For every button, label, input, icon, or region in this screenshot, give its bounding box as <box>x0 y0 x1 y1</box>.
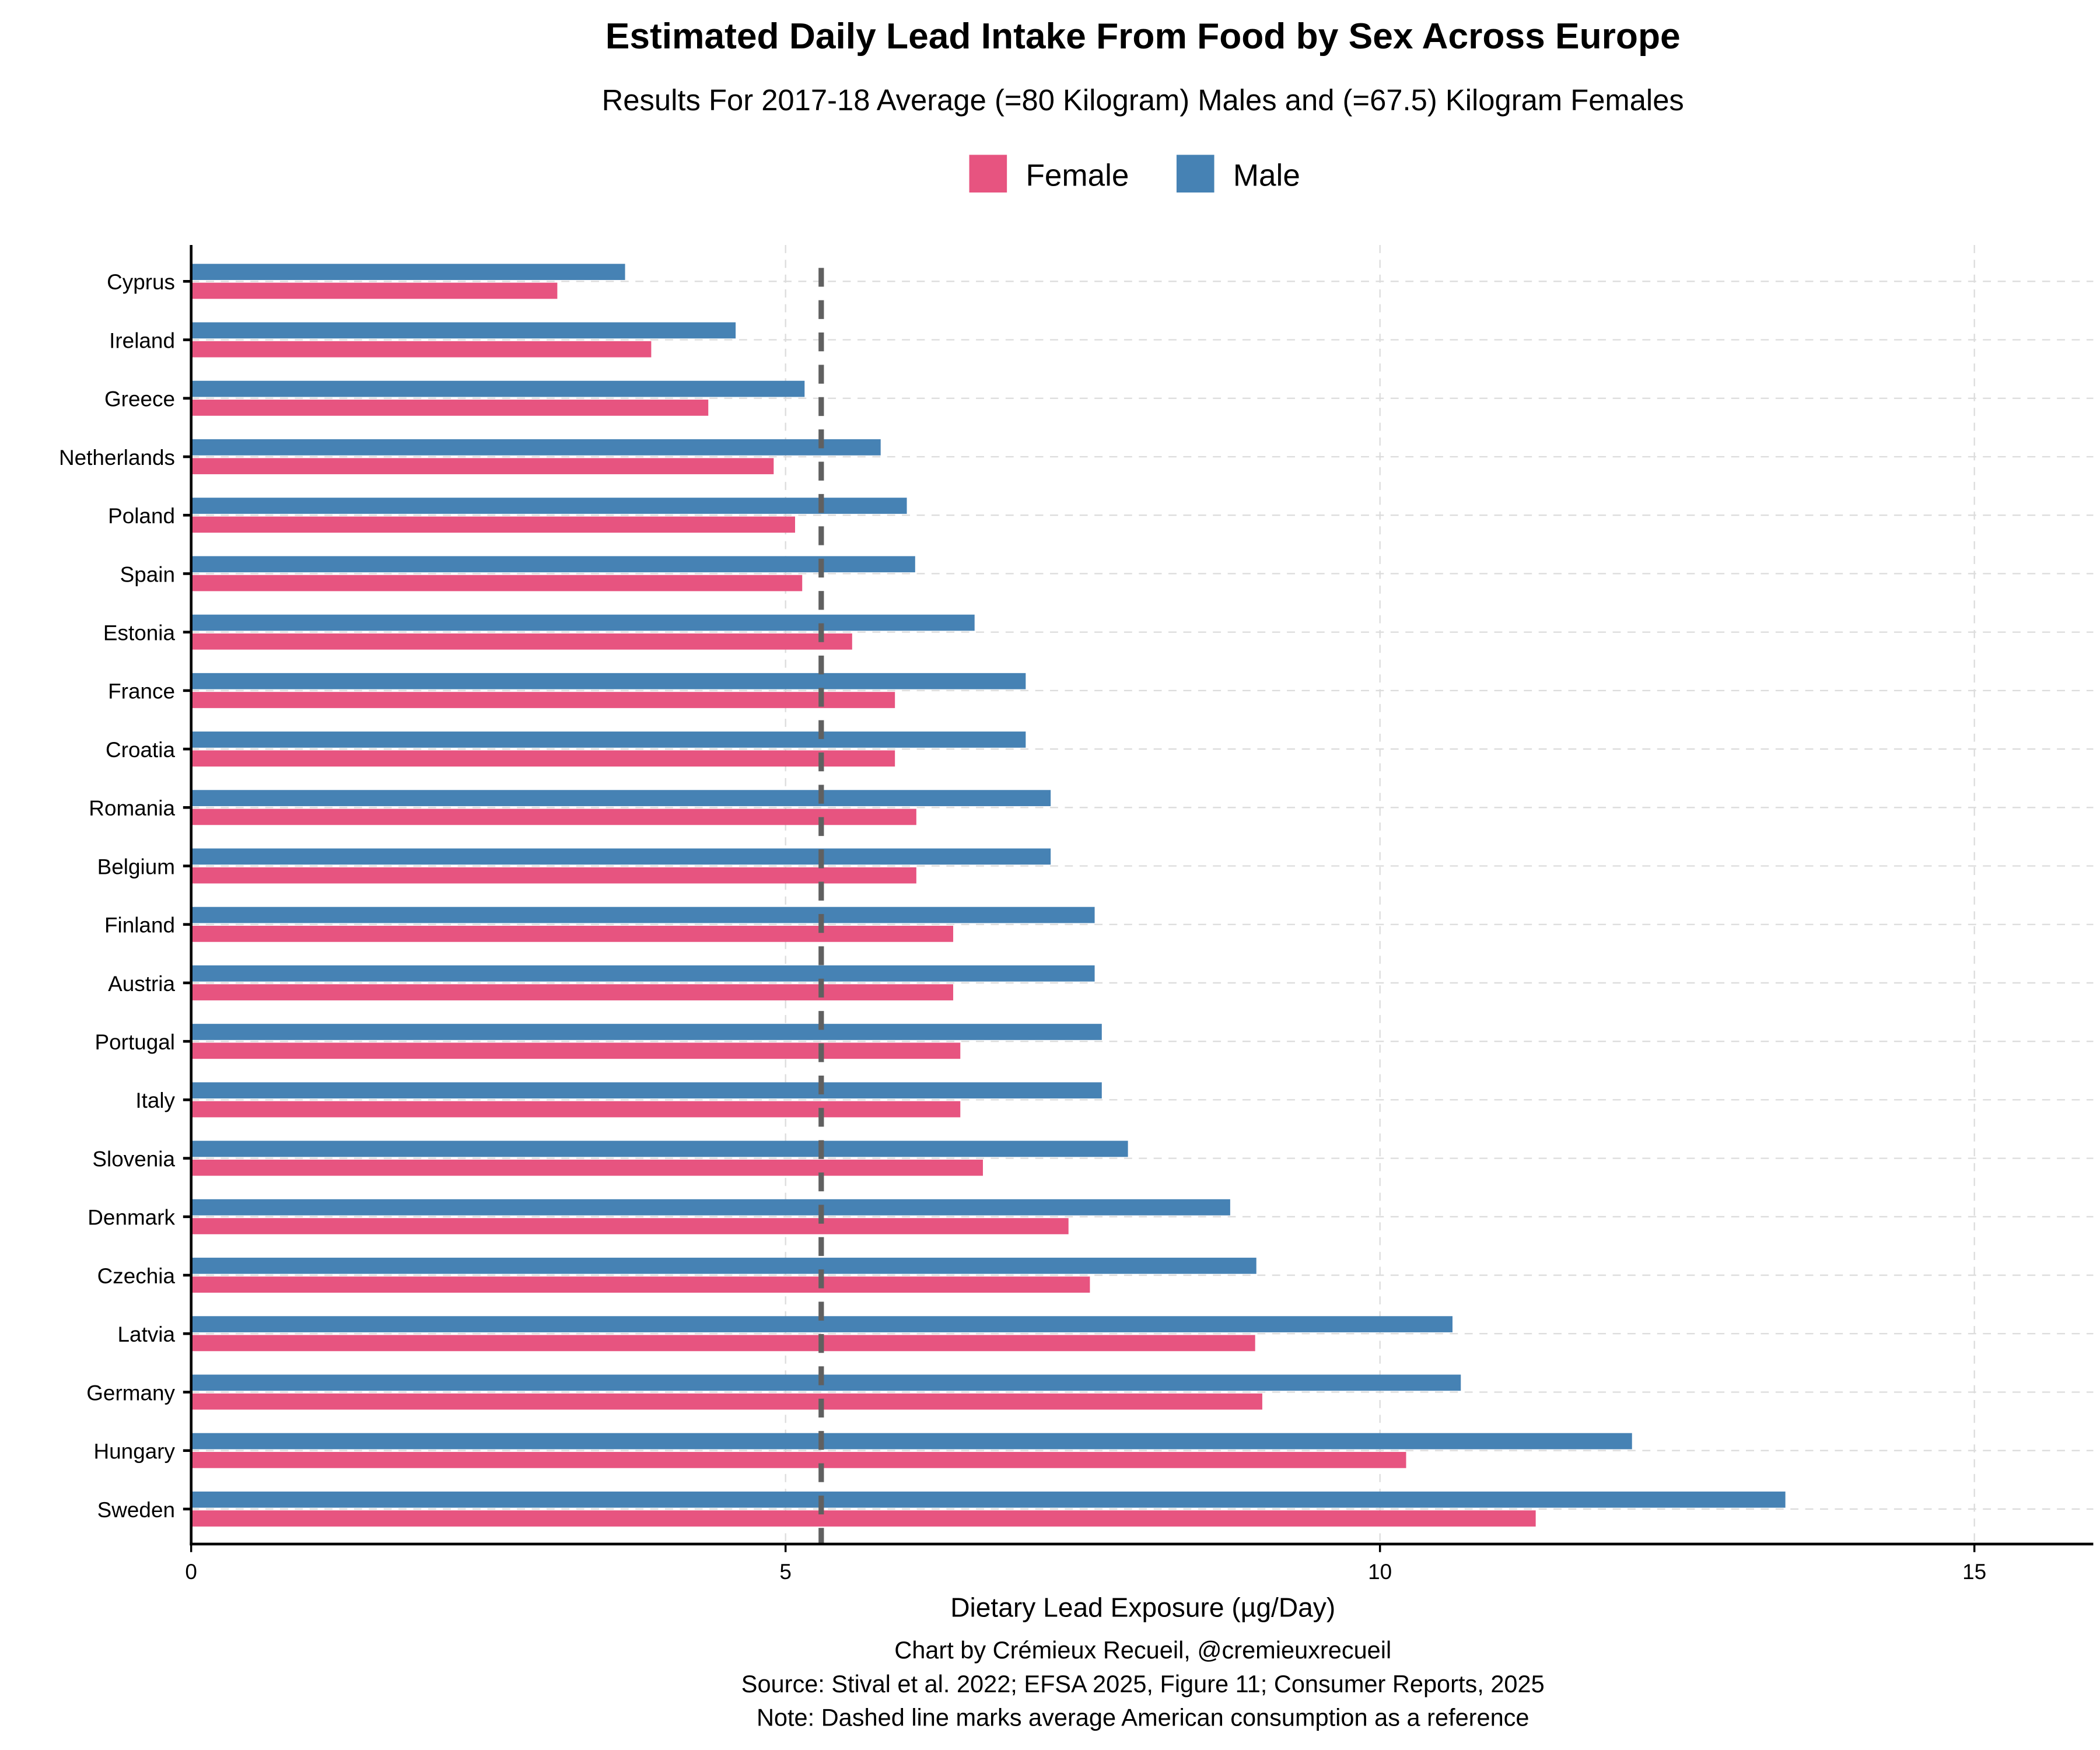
bar-female <box>191 867 916 884</box>
bar-male <box>191 673 1026 690</box>
bar-female <box>191 1042 961 1059</box>
bar-male <box>191 498 907 514</box>
bar-male <box>191 264 625 280</box>
legend: Female Male <box>969 155 1300 192</box>
bar-male <box>191 1140 1128 1157</box>
y-tick-label: Ireland <box>109 328 175 352</box>
bar-male <box>191 848 1051 865</box>
bar-female <box>191 984 954 1000</box>
bar-male <box>191 907 1095 923</box>
gridlines <box>190 244 2094 1544</box>
caption-line-3: Note: Dashed line marks average American… <box>757 1703 1530 1731</box>
bar-female <box>191 458 774 474</box>
bar-female <box>191 633 852 650</box>
bar-male <box>191 380 805 397</box>
bar-female <box>191 341 652 358</box>
y-tick-label: Denmark <box>88 1206 175 1230</box>
bar-male <box>191 439 881 456</box>
y-tick-label: France <box>108 680 175 704</box>
bar-female <box>191 516 795 533</box>
x-tick-label: 0 <box>185 1560 197 1584</box>
caption-line-1: Chart by Crémieux Recueil, @cremieuxrecu… <box>894 1636 1391 1664</box>
bar-female <box>191 1335 1255 1352</box>
bar-male <box>191 1374 1461 1391</box>
y-tick-label: Spain <box>120 562 175 586</box>
bar-male <box>191 1082 1102 1099</box>
legend-label-male: Male <box>1233 158 1300 192</box>
y-tick-label: Hungary <box>94 1440 176 1464</box>
bar-male <box>191 614 975 631</box>
bar-male <box>191 322 736 339</box>
x-axis-label: Dietary Lead Exposure (µg/Day) <box>950 1592 1335 1623</box>
y-tick-label: Cyprus <box>107 270 175 294</box>
y-tick-label: Slovenia <box>92 1147 175 1171</box>
bar-female <box>191 575 803 592</box>
chart-title: Estimated Daily Lead Intake From Food by… <box>606 16 1681 57</box>
bar-male <box>191 1258 1256 1274</box>
bar-female <box>191 692 895 708</box>
bar-female <box>191 400 709 416</box>
bar-female <box>191 1452 1406 1468</box>
bar-male <box>191 790 1051 806</box>
bars <box>191 264 1786 1527</box>
bar-female <box>191 1159 983 1176</box>
y-tick-label: Belgium <box>97 855 175 878</box>
y-tick-label: Sweden <box>97 1498 175 1522</box>
caption-line-2: Source: Stival et al. 2022; EFSA 2025, F… <box>741 1670 1545 1698</box>
legend-swatch-male <box>1176 155 1214 192</box>
y-tick-label: Latvia <box>118 1322 176 1346</box>
chart-subtitle: Results For 2017-18 Average (=80 Kilogra… <box>602 83 1684 117</box>
y-tick-label: Austria <box>108 972 175 996</box>
bar-male <box>191 1433 1632 1450</box>
bar-female <box>191 1101 961 1118</box>
legend-label-female: Female <box>1026 158 1129 192</box>
bar-female <box>191 1218 1069 1234</box>
y-tick-label: Poland <box>108 504 175 528</box>
bar-male <box>191 1199 1230 1216</box>
x-tick-label: 5 <box>779 1560 792 1584</box>
bar-female <box>191 926 954 942</box>
y-tick-label: Netherlands <box>59 446 175 470</box>
y-tick-label: Italy <box>135 1088 175 1112</box>
y-tick-label: Germany <box>86 1381 175 1405</box>
bar-female <box>191 1510 1536 1527</box>
y-tick-label: Portugal <box>95 1030 175 1054</box>
bar-female <box>191 1393 1262 1410</box>
bar-male <box>191 556 915 573</box>
axes: 0 5 10 15 Cyprus Ireland Greece Netherlands Pola… <box>59 244 2094 1584</box>
bar-female <box>191 1276 1090 1293</box>
bar-male <box>191 965 1095 982</box>
x-tick-label: 10 <box>1368 1560 1392 1584</box>
y-tick-label: Czechia <box>97 1264 176 1288</box>
x-tick-label: 15 <box>1962 1560 1986 1584</box>
y-tick-label: Estonia <box>103 621 176 645</box>
y-tick-label: Croatia <box>106 738 175 762</box>
bar-male <box>191 1024 1102 1040</box>
bar-female <box>191 808 916 825</box>
bar-male <box>191 732 1026 748</box>
bar-female <box>191 750 895 767</box>
y-tick-label: Greece <box>104 387 175 411</box>
bar-female <box>191 282 558 299</box>
y-tick-label: Romania <box>89 796 175 820</box>
bar-male <box>191 1491 1786 1508</box>
legend-swatch-female <box>969 155 1007 192</box>
y-tick-label: Finland <box>104 914 175 937</box>
